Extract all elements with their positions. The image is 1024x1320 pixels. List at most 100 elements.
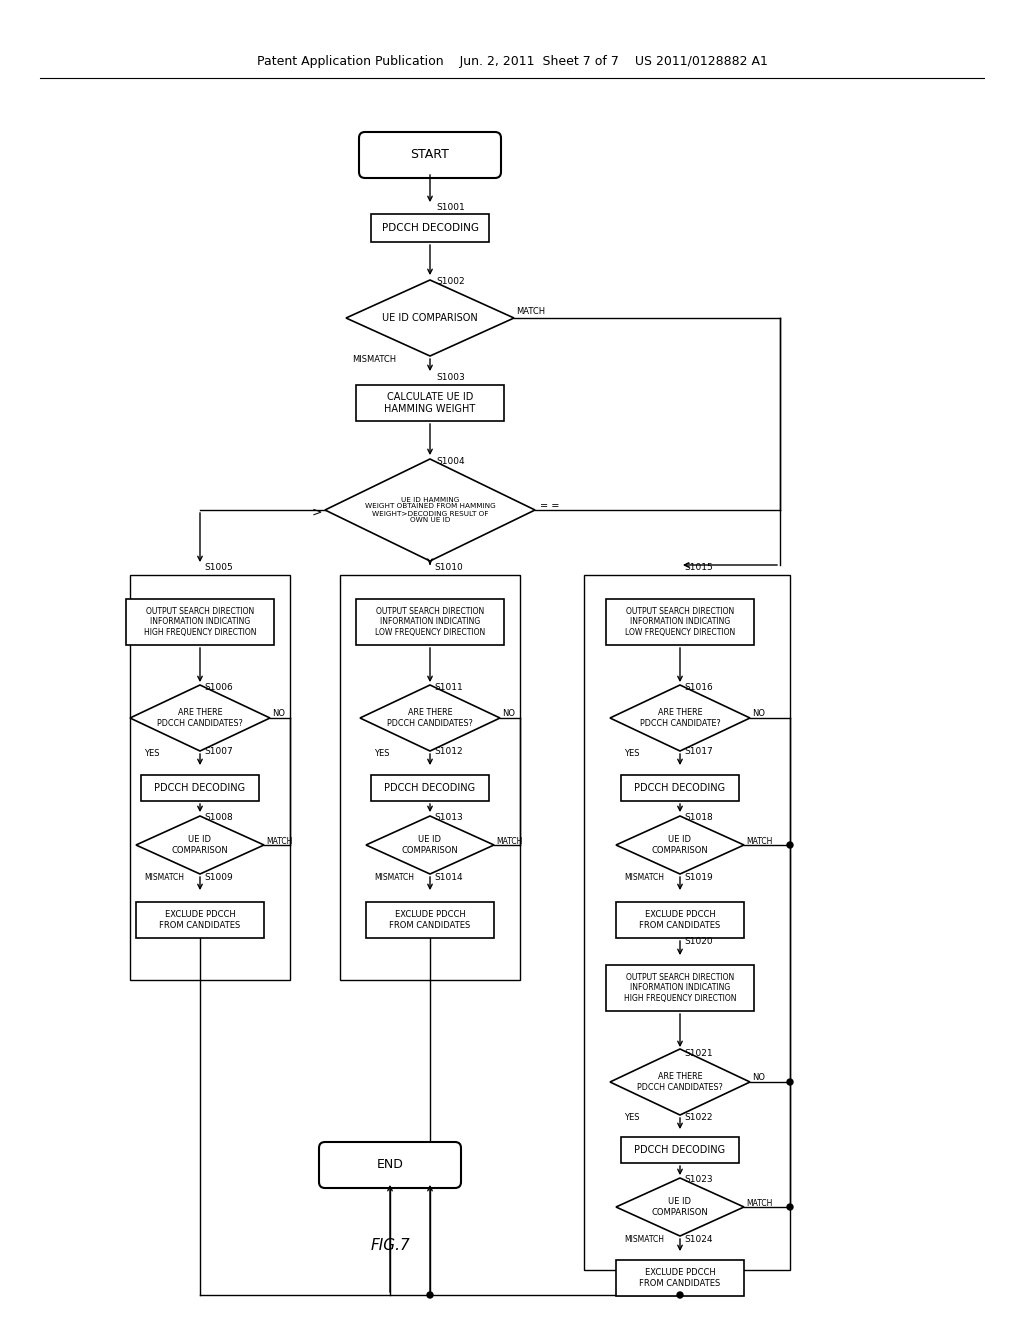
Text: OUTPUT SEARCH DIRECTION
INFORMATION INDICATING
LOW FREQUENCY DIRECTION: OUTPUT SEARCH DIRECTION INFORMATION INDI… xyxy=(375,607,485,636)
Text: UE ID COMPARISON: UE ID COMPARISON xyxy=(382,313,478,323)
Text: YES: YES xyxy=(144,750,160,759)
Text: MATCH: MATCH xyxy=(266,837,293,846)
Text: NO: NO xyxy=(502,710,515,718)
Text: UE ID HAMMING
WEIGHT OBTAINED FROM HAMMING
WEIGHT>DECODING RESULT OF
OWN UE ID: UE ID HAMMING WEIGHT OBTAINED FROM HAMMI… xyxy=(365,496,496,524)
FancyBboxPatch shape xyxy=(366,902,494,939)
Polygon shape xyxy=(325,459,535,561)
Text: YES: YES xyxy=(624,1114,640,1122)
Text: S1022: S1022 xyxy=(684,1114,713,1122)
Text: MATCH: MATCH xyxy=(496,837,522,846)
Text: YES: YES xyxy=(624,750,640,759)
FancyBboxPatch shape xyxy=(356,599,504,645)
FancyBboxPatch shape xyxy=(621,1137,739,1163)
Polygon shape xyxy=(346,280,514,356)
Polygon shape xyxy=(360,685,500,751)
Polygon shape xyxy=(130,685,270,751)
FancyBboxPatch shape xyxy=(371,214,489,242)
Text: MISMATCH: MISMATCH xyxy=(374,873,414,882)
Text: PDCCH DECODING: PDCCH DECODING xyxy=(155,783,246,793)
FancyBboxPatch shape xyxy=(616,1261,744,1296)
Text: S1011: S1011 xyxy=(434,684,463,693)
Text: S1007: S1007 xyxy=(204,747,232,756)
FancyBboxPatch shape xyxy=(136,902,264,939)
Text: EXCLUDE PDCCH
FROM CANDIDATES: EXCLUDE PDCCH FROM CANDIDATES xyxy=(639,1269,721,1288)
Circle shape xyxy=(427,1292,433,1298)
Text: UE ID
COMPARISON: UE ID COMPARISON xyxy=(651,1197,709,1217)
Text: S1005: S1005 xyxy=(204,564,232,573)
Text: S1017: S1017 xyxy=(684,747,713,756)
Text: PDCCH DECODING: PDCCH DECODING xyxy=(635,783,726,793)
FancyBboxPatch shape xyxy=(126,599,274,645)
Text: S1024: S1024 xyxy=(684,1236,713,1245)
Text: MATCH: MATCH xyxy=(746,837,772,846)
Text: UE ID
COMPARISON: UE ID COMPARISON xyxy=(172,836,228,855)
FancyBboxPatch shape xyxy=(606,965,754,1011)
Text: MISMATCH: MISMATCH xyxy=(624,1234,664,1243)
Text: S1020: S1020 xyxy=(684,937,713,946)
Text: MISMATCH: MISMATCH xyxy=(144,873,184,882)
Text: FIG.7: FIG.7 xyxy=(370,1238,410,1253)
Text: >: > xyxy=(312,506,323,519)
FancyBboxPatch shape xyxy=(371,775,489,801)
Text: OUTPUT SEARCH DIRECTION
INFORMATION INDICATING
HIGH FREQUENCY DIRECTION: OUTPUT SEARCH DIRECTION INFORMATION INDI… xyxy=(624,973,736,1003)
Polygon shape xyxy=(610,1049,750,1115)
Text: YES: YES xyxy=(374,750,389,759)
FancyBboxPatch shape xyxy=(616,902,744,939)
FancyBboxPatch shape xyxy=(356,385,504,421)
Text: NO: NO xyxy=(752,710,765,718)
Text: S1003: S1003 xyxy=(436,374,465,383)
Text: S1012: S1012 xyxy=(434,747,463,756)
Circle shape xyxy=(677,1292,683,1298)
Polygon shape xyxy=(610,685,750,751)
Text: MISMATCH: MISMATCH xyxy=(624,873,664,882)
Circle shape xyxy=(787,1078,793,1085)
Text: S1015: S1015 xyxy=(684,564,713,573)
FancyBboxPatch shape xyxy=(621,775,739,801)
Text: ARE THERE
PDCCH CANDIDATES?: ARE THERE PDCCH CANDIDATES? xyxy=(387,709,473,727)
Text: S1019: S1019 xyxy=(684,874,713,883)
Text: ARE THERE
PDCCH CANDIDATES?: ARE THERE PDCCH CANDIDATES? xyxy=(637,1072,723,1092)
Text: S1008: S1008 xyxy=(204,813,232,822)
Text: S1001: S1001 xyxy=(436,203,465,213)
Text: OUTPUT SEARCH DIRECTION
INFORMATION INDICATING
LOW FREQUENCY DIRECTION: OUTPUT SEARCH DIRECTION INFORMATION INDI… xyxy=(625,607,735,636)
Text: EXCLUDE PDCCH
FROM CANDIDATES: EXCLUDE PDCCH FROM CANDIDATES xyxy=(160,911,241,929)
Polygon shape xyxy=(616,816,744,874)
Circle shape xyxy=(787,1204,793,1210)
FancyBboxPatch shape xyxy=(319,1142,461,1188)
Polygon shape xyxy=(616,1177,744,1236)
Text: S1013: S1013 xyxy=(434,813,463,822)
Polygon shape xyxy=(366,816,494,874)
Polygon shape xyxy=(136,816,264,874)
Text: ARE THERE
PDCCH CANDIDATES?: ARE THERE PDCCH CANDIDATES? xyxy=(157,709,243,727)
Text: START: START xyxy=(411,149,450,161)
Text: NO: NO xyxy=(272,710,285,718)
Text: S1009: S1009 xyxy=(204,874,232,883)
Text: END: END xyxy=(377,1159,403,1172)
Text: S1010: S1010 xyxy=(434,564,463,573)
Text: EXCLUDE PDCCH
FROM CANDIDATES: EXCLUDE PDCCH FROM CANDIDATES xyxy=(389,911,471,929)
Text: PDCCH DECODING: PDCCH DECODING xyxy=(384,783,475,793)
Text: S1018: S1018 xyxy=(684,813,713,822)
FancyBboxPatch shape xyxy=(359,132,501,178)
Circle shape xyxy=(787,842,793,847)
Text: UE ID
COMPARISON: UE ID COMPARISON xyxy=(651,836,709,855)
Text: S1023: S1023 xyxy=(684,1176,713,1184)
Text: S1004: S1004 xyxy=(436,458,465,466)
Text: MISMATCH: MISMATCH xyxy=(352,355,396,364)
Text: S1014: S1014 xyxy=(434,874,463,883)
Text: S1016: S1016 xyxy=(684,684,713,693)
Text: S1006: S1006 xyxy=(204,684,232,693)
Text: = =: = = xyxy=(540,502,559,511)
Text: PDCCH DECODING: PDCCH DECODING xyxy=(382,223,478,234)
Text: ARE THERE
PDCCH CANDIDATE?: ARE THERE PDCCH CANDIDATE? xyxy=(640,709,720,727)
Text: S1002: S1002 xyxy=(436,277,465,286)
Text: Patent Application Publication    Jun. 2, 2011  Sheet 7 of 7    US 2011/0128882 : Patent Application Publication Jun. 2, 2… xyxy=(257,55,767,69)
Text: CALCULATE UE ID
HAMMING WEIGHT: CALCULATE UE ID HAMMING WEIGHT xyxy=(384,392,475,413)
Text: S1021: S1021 xyxy=(684,1049,713,1059)
FancyBboxPatch shape xyxy=(141,775,259,801)
Text: PDCCH DECODING: PDCCH DECODING xyxy=(635,1144,726,1155)
Text: EXCLUDE PDCCH
FROM CANDIDATES: EXCLUDE PDCCH FROM CANDIDATES xyxy=(639,911,721,929)
Text: MATCH: MATCH xyxy=(516,308,545,317)
Text: UE ID
COMPARISON: UE ID COMPARISON xyxy=(401,836,459,855)
FancyBboxPatch shape xyxy=(606,599,754,645)
